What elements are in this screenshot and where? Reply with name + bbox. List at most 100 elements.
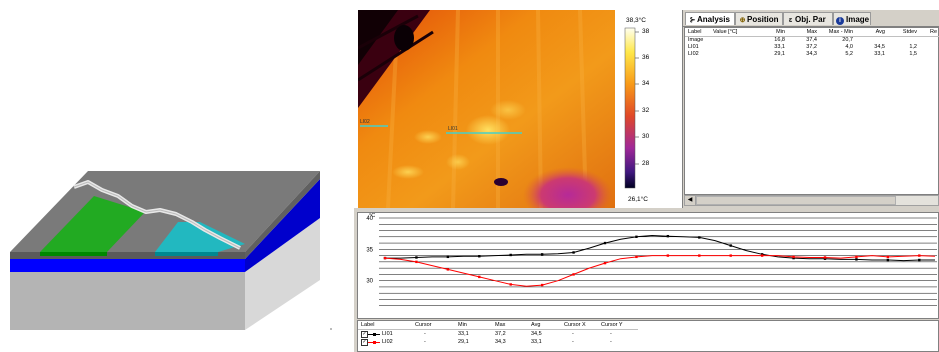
profile-legend: Label Cursor Min Max Avg Cursor X Cursor… — [357, 320, 939, 352]
data-point-li01 — [823, 257, 827, 260]
y-tick-label: 40 — [366, 216, 373, 222]
blue-layer-front — [10, 259, 245, 272]
cyan-region — [155, 222, 245, 252]
analysis-table: Label Value [°C] Min Max Max - Min Avg S… — [684, 27, 939, 195]
legend-swatch-li02 — [368, 341, 380, 344]
data-point-li02 — [760, 254, 764, 257]
data-point-li02 — [446, 268, 450, 271]
scroll-left-button[interactable]: ◀ — [685, 196, 696, 205]
data-point-li01 — [918, 258, 921, 262]
cyan-region-front — [155, 252, 218, 256]
data-point-li02 — [666, 254, 670, 257]
scroll-thumb[interactable] — [696, 196, 896, 205]
table-row[interactable]: Image 16,8 37,4 20,7 — [688, 37, 853, 43]
hot-spot — [466, 115, 510, 145]
tab-position[interactable]: ⊕ Position — [735, 12, 783, 25]
dot-mark — [330, 328, 332, 330]
data-point-li01 — [415, 256, 418, 259]
legend-swatch-li01 — [368, 333, 380, 336]
colorbar-tick: 30 — [642, 133, 650, 140]
data-point-li02 — [478, 275, 481, 279]
data-point-li01 — [698, 236, 701, 239]
object-parameters-icon: ε — [788, 17, 793, 24]
legend-column-header[interactable]: Cursor Y — [601, 322, 623, 328]
data-point-li02 — [886, 255, 890, 259]
data-point-li01 — [855, 258, 858, 261]
colorbar-tick: 32 — [642, 107, 650, 114]
legend-column-header[interactable]: Max — [495, 322, 506, 328]
data-point-li02 — [540, 283, 544, 287]
data-point-li02 — [635, 255, 638, 259]
analysis-horizontal-scrollbar[interactable]: ◀ — [684, 195, 939, 206]
data-point-li02 — [698, 254, 701, 257]
data-point-li01 — [666, 234, 670, 238]
colorbar-min-label: 26,1°C — [628, 196, 648, 203]
colorbar-tick: 34 — [642, 80, 650, 87]
data-point-li02 — [572, 273, 575, 276]
profile-chart[interactable]: 40 35 30 — [357, 212, 939, 319]
column-header[interactable]: Label — [688, 29, 702, 35]
column-header[interactable]: Re — [930, 29, 938, 35]
legend-column-header[interactable]: Min — [458, 322, 467, 328]
colorbar-tick: 28 — [642, 160, 650, 167]
column-header[interactable]: Max - Min — [828, 29, 853, 35]
green-region-front — [40, 252, 107, 256]
data-point-li02 — [603, 261, 607, 265]
data-point-li01 — [792, 256, 795, 260]
cold-spot — [494, 178, 508, 186]
legend-row-li01[interactable]: ✓ LI01 - 33,1 37,2 34,5 - - — [361, 331, 612, 338]
checkbox-li01[interactable]: ✓ — [361, 331, 368, 338]
legend-column-header[interactable]: Avg — [531, 322, 541, 328]
table-row[interactable]: LI02 29,1 34,3 5,2 33,1 1,5 — [688, 51, 917, 57]
data-point-li01 — [729, 244, 732, 247]
legend-column-header[interactable]: Cursor — [415, 322, 432, 328]
info-icon: i — [836, 17, 844, 25]
column-header[interactable]: Stdev — [902, 29, 917, 35]
data-point-li01 — [603, 241, 607, 245]
tab-object-parameters[interactable]: ε Obj. Par — [783, 12, 833, 25]
y-axis-unit: °C — [369, 213, 376, 219]
analysis-icon: ⊱ — [689, 17, 696, 24]
column-header[interactable]: Min — [776, 29, 785, 35]
colorbar-max-label: 38,3°C — [626, 17, 646, 24]
tab-analysis[interactable]: ⊱ Analysis — [685, 12, 735, 25]
green-region — [40, 196, 145, 252]
data-point-li02 — [729, 254, 732, 257]
profile-label-li01: LI01 — [448, 126, 458, 132]
data-point-li01 — [635, 235, 638, 238]
tab-image[interactable]: i Image — [833, 12, 871, 25]
layer-stack-diagram — [10, 171, 320, 330]
position-icon: ⊕ — [739, 17, 746, 24]
data-point-li01 — [572, 251, 575, 254]
cool-region — [523, 167, 613, 208]
substrate-front-face — [10, 272, 245, 330]
data-point-li02 — [855, 255, 858, 259]
thermal-image[interactable]: LI02 LI01 — [358, 10, 615, 208]
colorbar-tick: 36 — [642, 54, 650, 61]
table-row[interactable]: LI01 33,1 37,2 4,0 34,5 1,2 — [688, 44, 917, 50]
substrate-right-face — [245, 218, 320, 330]
series-line-li02 — [384, 255, 936, 287]
blue-layer-right — [245, 179, 320, 272]
profile-plot-frame — [357, 212, 939, 319]
data-point-li01 — [886, 258, 890, 262]
legend-column-header[interactable]: Label — [361, 322, 375, 328]
legend-header: Label Cursor Min Max Avg Cursor X Cursor… — [358, 322, 939, 329]
colorbar-tick: 38 — [642, 28, 650, 35]
column-header[interactable]: Avg — [875, 29, 885, 35]
data-point-li01 — [446, 255, 450, 259]
data-point-li02 — [415, 260, 418, 264]
column-header[interactable]: Max — [806, 29, 817, 35]
legend-row-li02[interactable]: ✓ LI02 - 29,1 34,3 33,1 - - — [361, 339, 612, 346]
top-layer-right — [245, 171, 320, 259]
checkbox-li02[interactable]: ✓ — [361, 339, 368, 346]
data-point-li02 — [918, 254, 921, 257]
legend-column-header[interactable]: Cursor X — [564, 322, 586, 328]
data-point-li02 — [792, 255, 795, 259]
data-point-li01 — [478, 255, 481, 258]
data-point-li02 — [509, 283, 512, 286]
colorbar — [624, 27, 639, 189]
series-line-li01 — [385, 234, 935, 262]
column-header[interactable]: Value [°C] — [713, 29, 738, 35]
data-point-li01 — [540, 253, 544, 256]
